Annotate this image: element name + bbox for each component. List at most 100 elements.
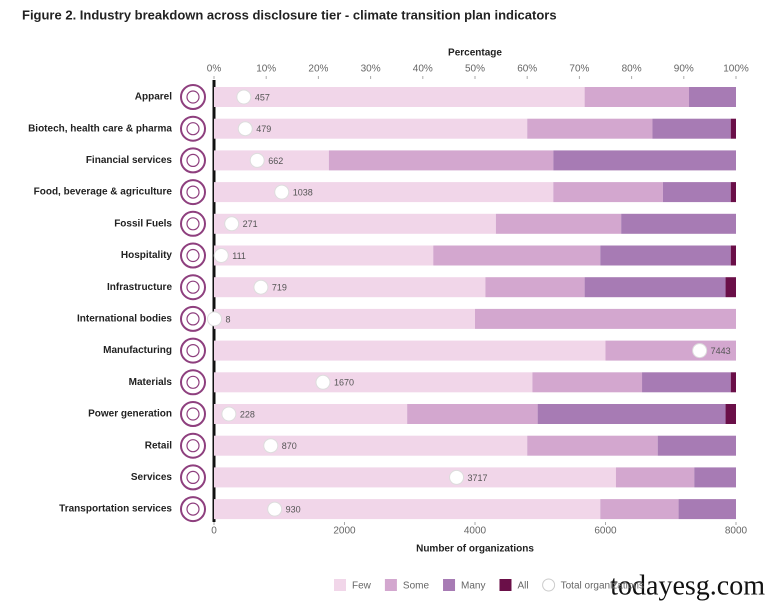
x2-tick-label: 8000: [725, 526, 748, 537]
total-marker: [692, 343, 708, 359]
bar-segment: [214, 404, 408, 424]
bar-segment: [214, 467, 616, 488]
total-label: 930: [286, 504, 301, 514]
legend-marker: [384, 579, 397, 591]
category-label: Apparel: [135, 92, 172, 103]
category-icon-inner: [186, 375, 200, 389]
bar-segment: [652, 118, 731, 139]
chart-title: Figure 2. Industry breakdown across disc…: [22, 7, 557, 22]
total-label: 457: [255, 92, 270, 102]
category-icon: [180, 84, 206, 110]
total-label: 271: [243, 219, 258, 229]
total-marker: [221, 406, 237, 422]
bar-segment: [725, 277, 736, 298]
category-icon: [180, 115, 206, 142]
legend-marker: [542, 578, 556, 592]
category-icon-inner: [186, 439, 200, 453]
category-icon: [180, 179, 206, 206]
category-icon-inner: [186, 90, 200, 104]
bar-segment: [527, 435, 658, 456]
bar-segment: [662, 182, 731, 203]
bar-segment: [689, 87, 736, 107]
category-icon-inner: [186, 344, 200, 358]
category-icon-inner: [186, 122, 200, 136]
bar-segment: [214, 340, 606, 361]
category-icon-inner: [186, 312, 200, 326]
bar-segment: [214, 213, 496, 234]
total-marker: [267, 501, 283, 517]
x-tick-label: 20%: [308, 64, 328, 75]
category-icon-inner: [186, 280, 200, 294]
legend-label: Many: [461, 581, 485, 592]
category-label: Infrastructure: [107, 282, 172, 293]
total-marker: [236, 89, 252, 105]
x-tick-label: 60%: [517, 64, 537, 75]
category-icon: [180, 432, 206, 459]
bar-segment: [214, 277, 486, 298]
category-label: Services: [131, 472, 173, 483]
legend-marker: [443, 579, 456, 591]
total-label: 1670: [334, 378, 354, 388]
x-tick-label: 40%: [413, 64, 433, 75]
category-label: Food, beverage & agriculture: [34, 187, 173, 198]
bar-segment: [214, 245, 434, 266]
bar-segment: [433, 245, 601, 266]
category-label: Biotech, health care & pharma: [28, 123, 172, 134]
bar-segment: [475, 308, 736, 329]
bar-segment: [328, 150, 554, 171]
category-icon: [180, 210, 206, 237]
category-icon: [180, 496, 206, 523]
category-label: Manufacturing: [103, 345, 172, 356]
category-icon-inner: [186, 248, 200, 263]
total-marker: [237, 121, 253, 137]
bar-segment: [642, 372, 731, 393]
bar-segment: [537, 404, 726, 424]
category-label: Transportation services: [59, 504, 172, 515]
x-tick-label: 70%: [569, 64, 589, 75]
total-marker: [274, 184, 290, 200]
bar-segment: [214, 118, 528, 139]
bar-segment: [730, 182, 736, 203]
bar-segment: [214, 150, 329, 171]
category-icon: [180, 147, 206, 174]
bar-segment: [730, 245, 736, 266]
total-marker: [207, 311, 223, 327]
total-label: 479: [256, 124, 271, 134]
total-marker: [253, 279, 269, 295]
total-label: 870: [282, 441, 297, 451]
x-tick-label: 80%: [622, 64, 642, 75]
x-tick-label: 50%: [465, 64, 485, 75]
bar-segment: [407, 404, 538, 424]
bar-segment: [730, 118, 736, 139]
bar-segment: [527, 118, 653, 139]
bar-segment: [532, 372, 643, 393]
total-label: 719: [272, 283, 287, 293]
x-tick-label: 10%: [256, 64, 276, 75]
bar-segment: [214, 372, 533, 393]
bar-segment: [214, 87, 585, 107]
total-label: 662: [268, 156, 283, 166]
bar-segment: [678, 499, 736, 520]
bar-segment: [615, 467, 695, 488]
bar-segment: [214, 182, 554, 203]
bar-segment: [600, 499, 679, 520]
x-tick-label: 90%: [674, 64, 694, 75]
x2-tick-label: 6000: [594, 526, 617, 537]
category-icon-inner: [186, 185, 200, 199]
category-label: Fossil Fuels: [114, 218, 172, 229]
total-label: 8: [226, 314, 231, 324]
total-label: 3717: [468, 473, 488, 483]
bar-segment: [621, 213, 736, 234]
category-icon-inner: [186, 407, 200, 421]
bar-segment: [485, 277, 585, 298]
watermark: todayesg.com: [610, 570, 765, 601]
bar-segment: [214, 435, 528, 456]
bar-segment: [495, 213, 622, 234]
total-marker: [449, 469, 465, 485]
bar-segment: [214, 308, 475, 329]
legend-marker: [334, 579, 346, 591]
x2-tick-label: 4000: [464, 526, 487, 537]
category-icon-inner: [186, 502, 200, 516]
bar-segment: [584, 277, 726, 298]
